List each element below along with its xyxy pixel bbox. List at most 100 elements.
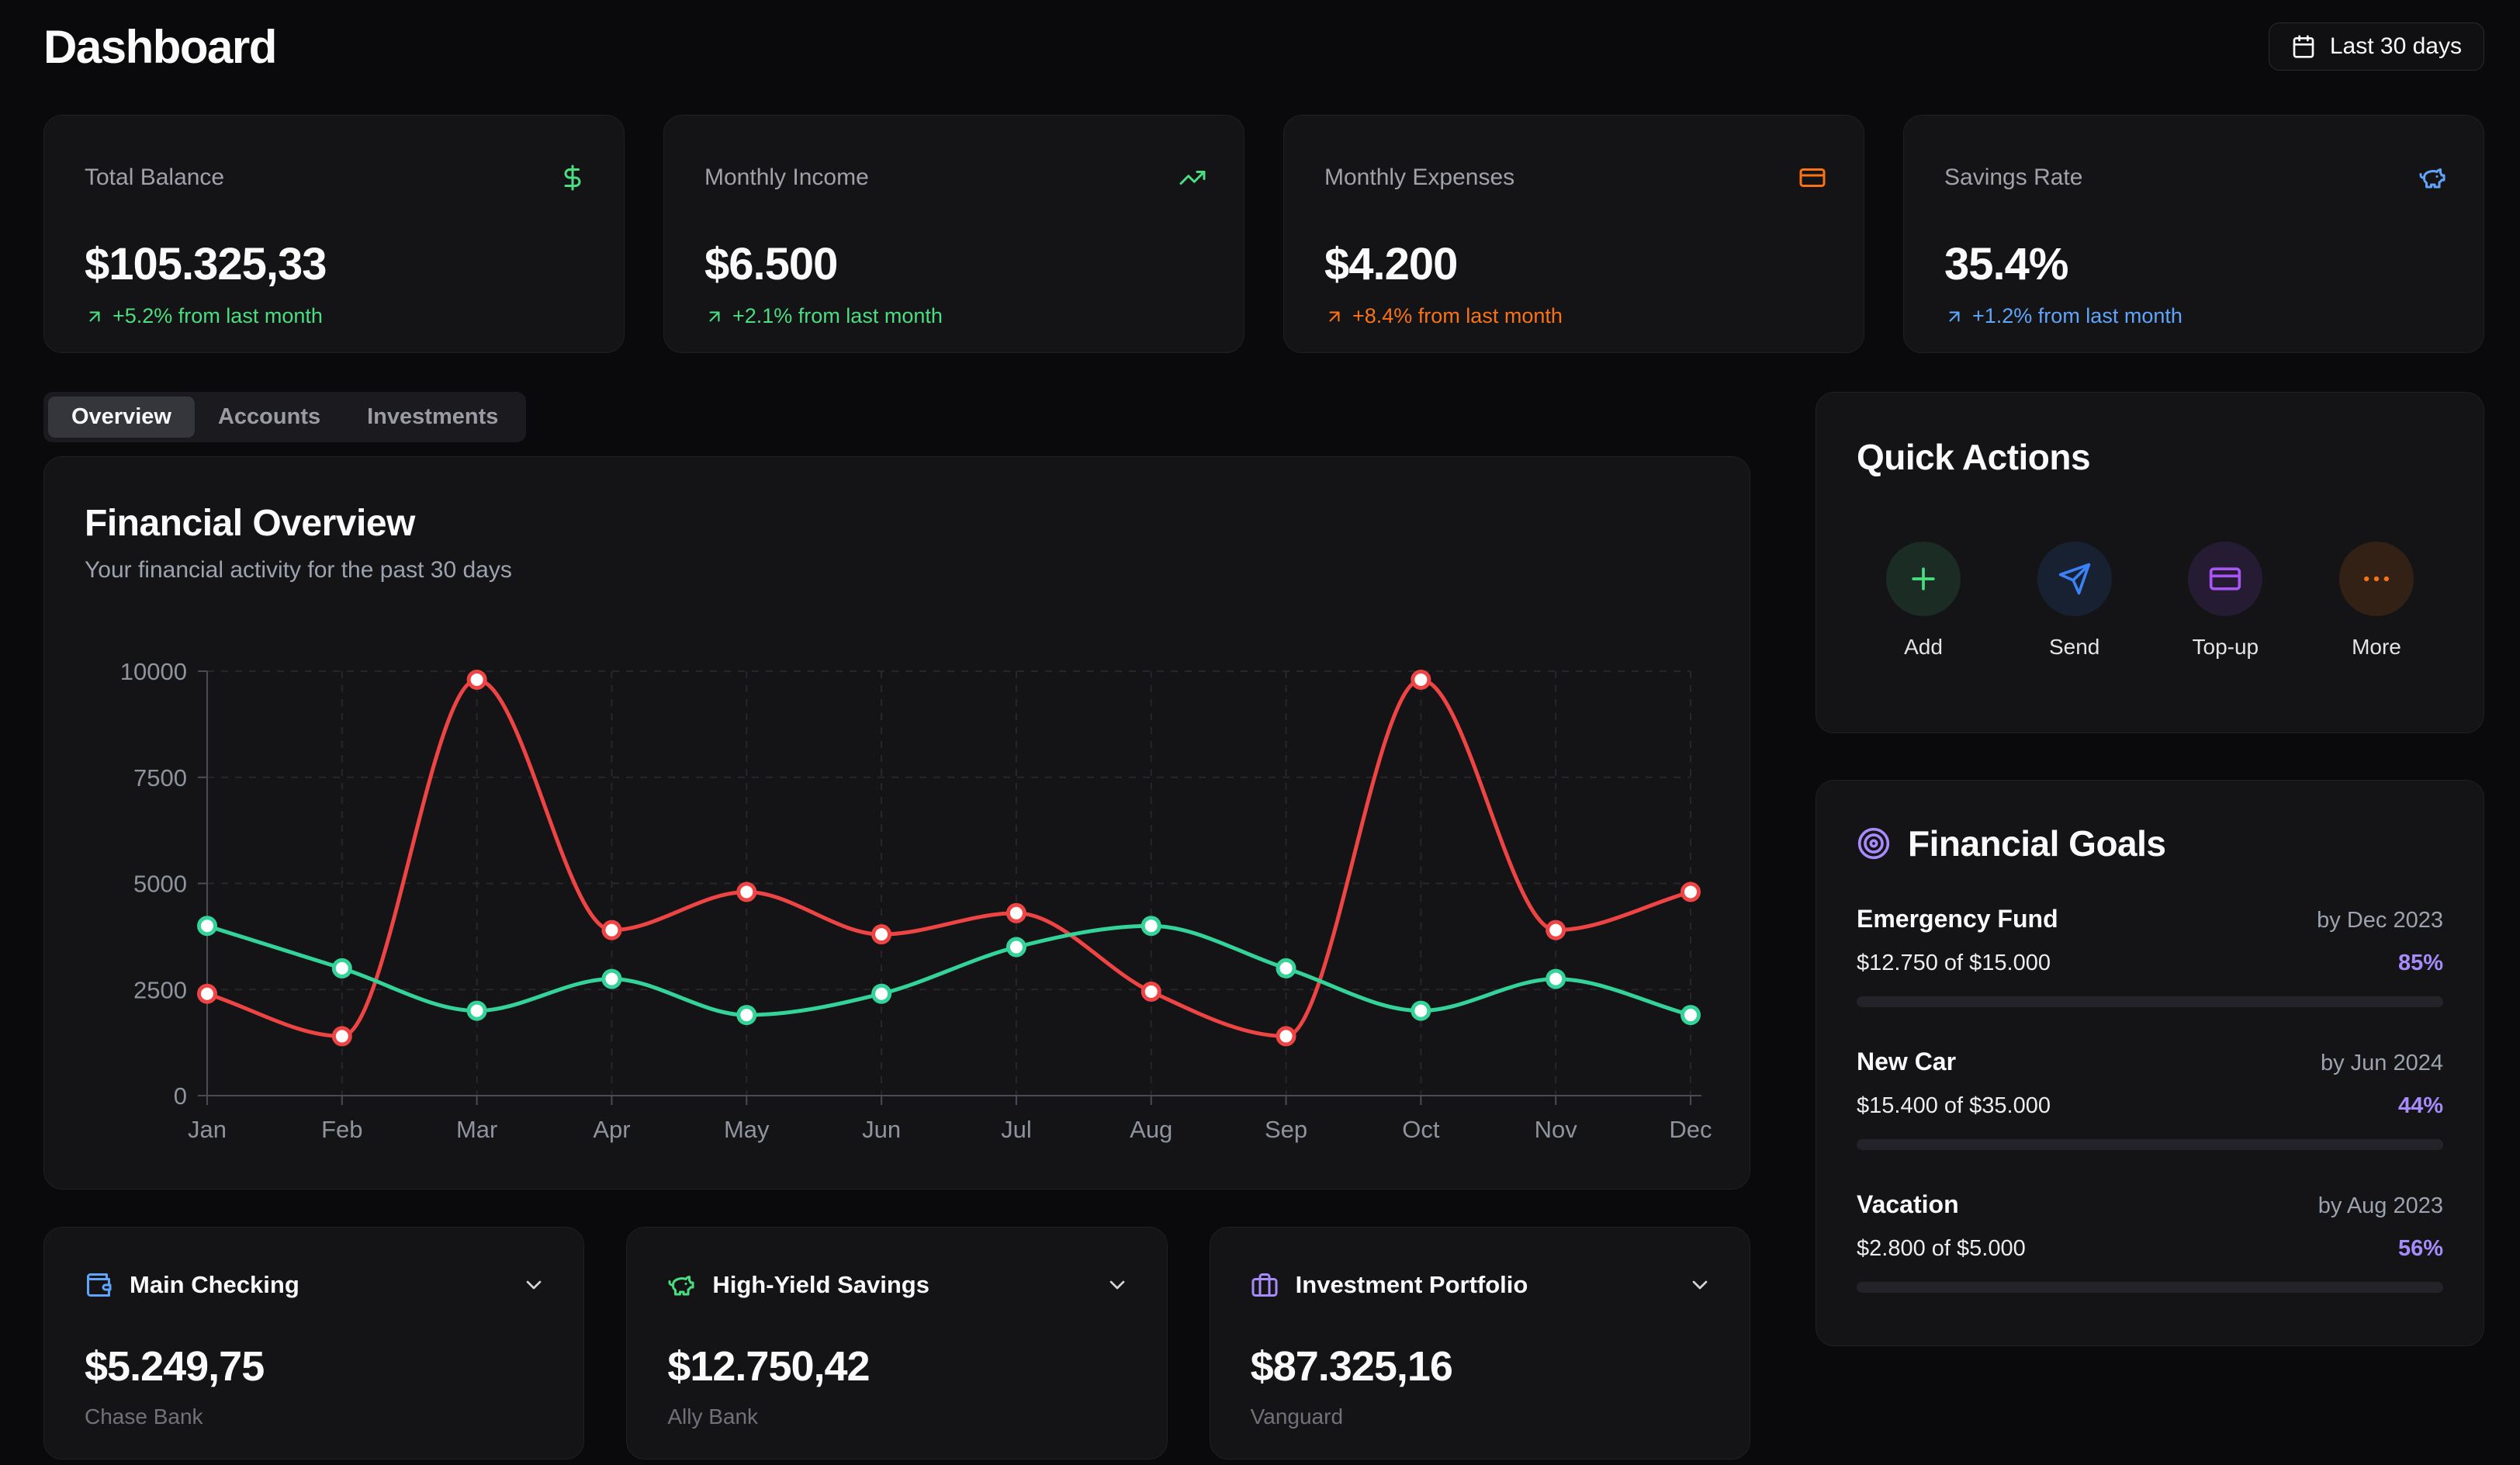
accounts-row: Main Checking $5.249,75 Chase Bank High-… (43, 1227, 1750, 1460)
plus-icon (1906, 562, 1940, 596)
svg-text:0: 0 (174, 1082, 187, 1110)
arrow-up-right-icon (1324, 307, 1345, 327)
account-name: Investment Portfolio (1295, 1271, 1528, 1298)
chart-subtitle: Your financial activity for the past 30 … (85, 557, 512, 583)
trending-up-icon (1179, 164, 1206, 192)
account-card-main-checking: Main Checking $5.249,75 Chase Bank (43, 1227, 585, 1460)
date-range-label: Last 30 days (2329, 33, 2462, 59)
tab-overview[interactable]: Overview (48, 397, 195, 438)
topbar: Dashboard Last 30 days (43, 16, 2484, 78)
briefcase-icon (1251, 1271, 1279, 1299)
financial-overview-line-chart: 0 2500 5000 7500 10000 Jan Feb Mar Apr May Jun Jul A… (120, 658, 1712, 1143)
account-bank: Vanguard (1250, 1404, 1344, 1429)
goal-due-date: by Jun 2024 (2320, 1051, 2443, 1075)
svg-text:Oct: Oct (1402, 1116, 1440, 1143)
financial-goals-title: Financial Goals (1908, 823, 2166, 864)
chevron-down-icon[interactable] (1688, 1273, 1712, 1297)
stat-label: Monthly Expenses (1324, 165, 1515, 190)
quick-action-label: Top-up (2192, 635, 2259, 659)
calendar-icon (2291, 34, 2316, 59)
goal-due-date: by Aug 2023 (2318, 1193, 2443, 1218)
chart-title: Financial Overview (85, 503, 415, 544)
account-bank: Chase Bank (85, 1404, 203, 1429)
account-balance: $87.325,16 (1250, 1343, 1453, 1390)
goal-progress-track (1857, 1282, 2443, 1293)
send-icon (2058, 562, 2092, 596)
more-horizontal-icon (2359, 562, 2394, 596)
stat-label: Monthly Income (704, 165, 869, 190)
goal-amount: $2.800 of $5.000 (1857, 1236, 2026, 1261)
stat-value: $105.325,33 (85, 239, 327, 289)
svg-text:May: May (724, 1116, 770, 1143)
goal-name: Vacation (1857, 1190, 1959, 1218)
stats-row: Total Balance $105.325,33 +5.2% from las… (43, 115, 2484, 353)
svg-text:Feb: Feb (321, 1116, 362, 1143)
dollar-sign-icon (559, 164, 587, 192)
stat-value: $4.200 (1324, 239, 1458, 289)
goal-amount: $15.400 of $35.000 (1857, 1093, 2051, 1118)
piggy-bank-icon (667, 1271, 695, 1299)
target-icon (1857, 826, 1891, 861)
stat-label: Savings Rate (1944, 165, 2083, 190)
stat-delta-text: +5.2% from last month (112, 304, 323, 327)
date-range-button[interactable]: Last 30 days (2268, 23, 2484, 71)
svg-text:Apr: Apr (593, 1116, 630, 1143)
credit-card-icon (2208, 562, 2242, 596)
stat-value: $6.500 (704, 239, 838, 289)
goal-percent: 85% (2397, 951, 2443, 975)
goal-percent: 44% (2397, 1093, 2443, 1118)
quick-action-add[interactable]: Add (1886, 542, 1961, 660)
svg-text:Nov: Nov (1535, 1116, 1578, 1143)
svg-text:7500: 7500 (133, 764, 187, 791)
goal-name: Emergency Fund (1857, 905, 2058, 933)
goal-progress-track (1857, 1139, 2443, 1150)
quick-action-label: Send (2048, 635, 2100, 659)
goal-percent: 56% (2397, 1236, 2443, 1261)
tablist: Overview Accounts Investments (43, 392, 527, 442)
svg-text:Mar: Mar (456, 1116, 497, 1143)
quick-actions-title: Quick Actions (1857, 437, 2091, 477)
svg-text:2500: 2500 (133, 976, 187, 1003)
account-bank: Ally Bank (667, 1404, 759, 1429)
stat-label: Total Balance (85, 165, 225, 190)
quick-action-send[interactable]: Send (2037, 542, 2112, 660)
goal-new-car: New Car by Jun 2024 $15.400 of $35.000 4… (1857, 1048, 2443, 1150)
arrow-up-right-icon (1944, 307, 1964, 327)
credit-card-icon (1798, 164, 1826, 192)
tab-investments[interactable]: Investments (367, 404, 499, 429)
quick-action-more[interactable]: More (2338, 542, 2414, 660)
stat-delta-text: +8.4% from last month (1352, 304, 1563, 327)
stat-delta-text: +2.1% from last month (732, 304, 943, 327)
quick-action-label: More (2352, 635, 2401, 659)
piggy-bank-icon (2418, 164, 2446, 192)
quick-actions-card: Quick Actions Add Send (1816, 392, 2484, 733)
chevron-down-icon[interactable] (521, 1273, 546, 1297)
svg-text:Jan: Jan (188, 1116, 227, 1143)
stat-card-monthly-expenses: Monthly Expenses $4.200 +8.4% from last … (1283, 115, 1864, 353)
goal-name: New Car (1857, 1048, 1957, 1075)
svg-text:Aug: Aug (1130, 1116, 1172, 1143)
goal-vacation: Vacation by Aug 2023 $2.800 of $5.000 56… (1857, 1190, 2443, 1293)
svg-text:10000: 10000 (120, 658, 187, 685)
financial-overview-card: Financial Overview Your financial activi… (43, 456, 1750, 1190)
svg-text:Jul: Jul (1001, 1116, 1032, 1143)
account-name: High-Yield Savings (712, 1271, 929, 1298)
account-card-high-yield-savings: High-Yield Savings $12.750,42 Ally Bank (626, 1227, 1168, 1460)
goal-emergency-fund: Emergency Fund by Dec 2023 $12.750 of $1… (1857, 905, 2443, 1007)
stat-delta-text: +1.2% from last month (1972, 304, 2182, 327)
svg-text:Jun: Jun (862, 1116, 901, 1143)
svg-text:Sep: Sep (1265, 1116, 1307, 1143)
arrow-up-right-icon (85, 307, 105, 327)
tab-accounts[interactable]: Accounts (217, 404, 321, 429)
financial-goals-card: Financial Goals Emergency Fund by Dec 20… (1816, 780, 2484, 1346)
account-balance: $12.750,42 (667, 1343, 870, 1390)
wallet-icon (85, 1271, 112, 1299)
stat-card-savings-rate: Savings Rate 35.4% +1.2% from last month (1903, 115, 2484, 353)
account-balance: $5.249,75 (85, 1343, 265, 1390)
arrow-up-right-icon (704, 307, 725, 327)
chevron-down-icon[interactable] (1105, 1273, 1130, 1297)
quick-action-top-up[interactable]: Top-up (2188, 542, 2263, 660)
goal-due-date: by Dec 2023 (2317, 908, 2443, 933)
goal-progress-track (1857, 996, 2443, 1007)
account-card-investment-portfolio: Investment Portfolio $87.325,16 Vanguard (1209, 1227, 1750, 1460)
